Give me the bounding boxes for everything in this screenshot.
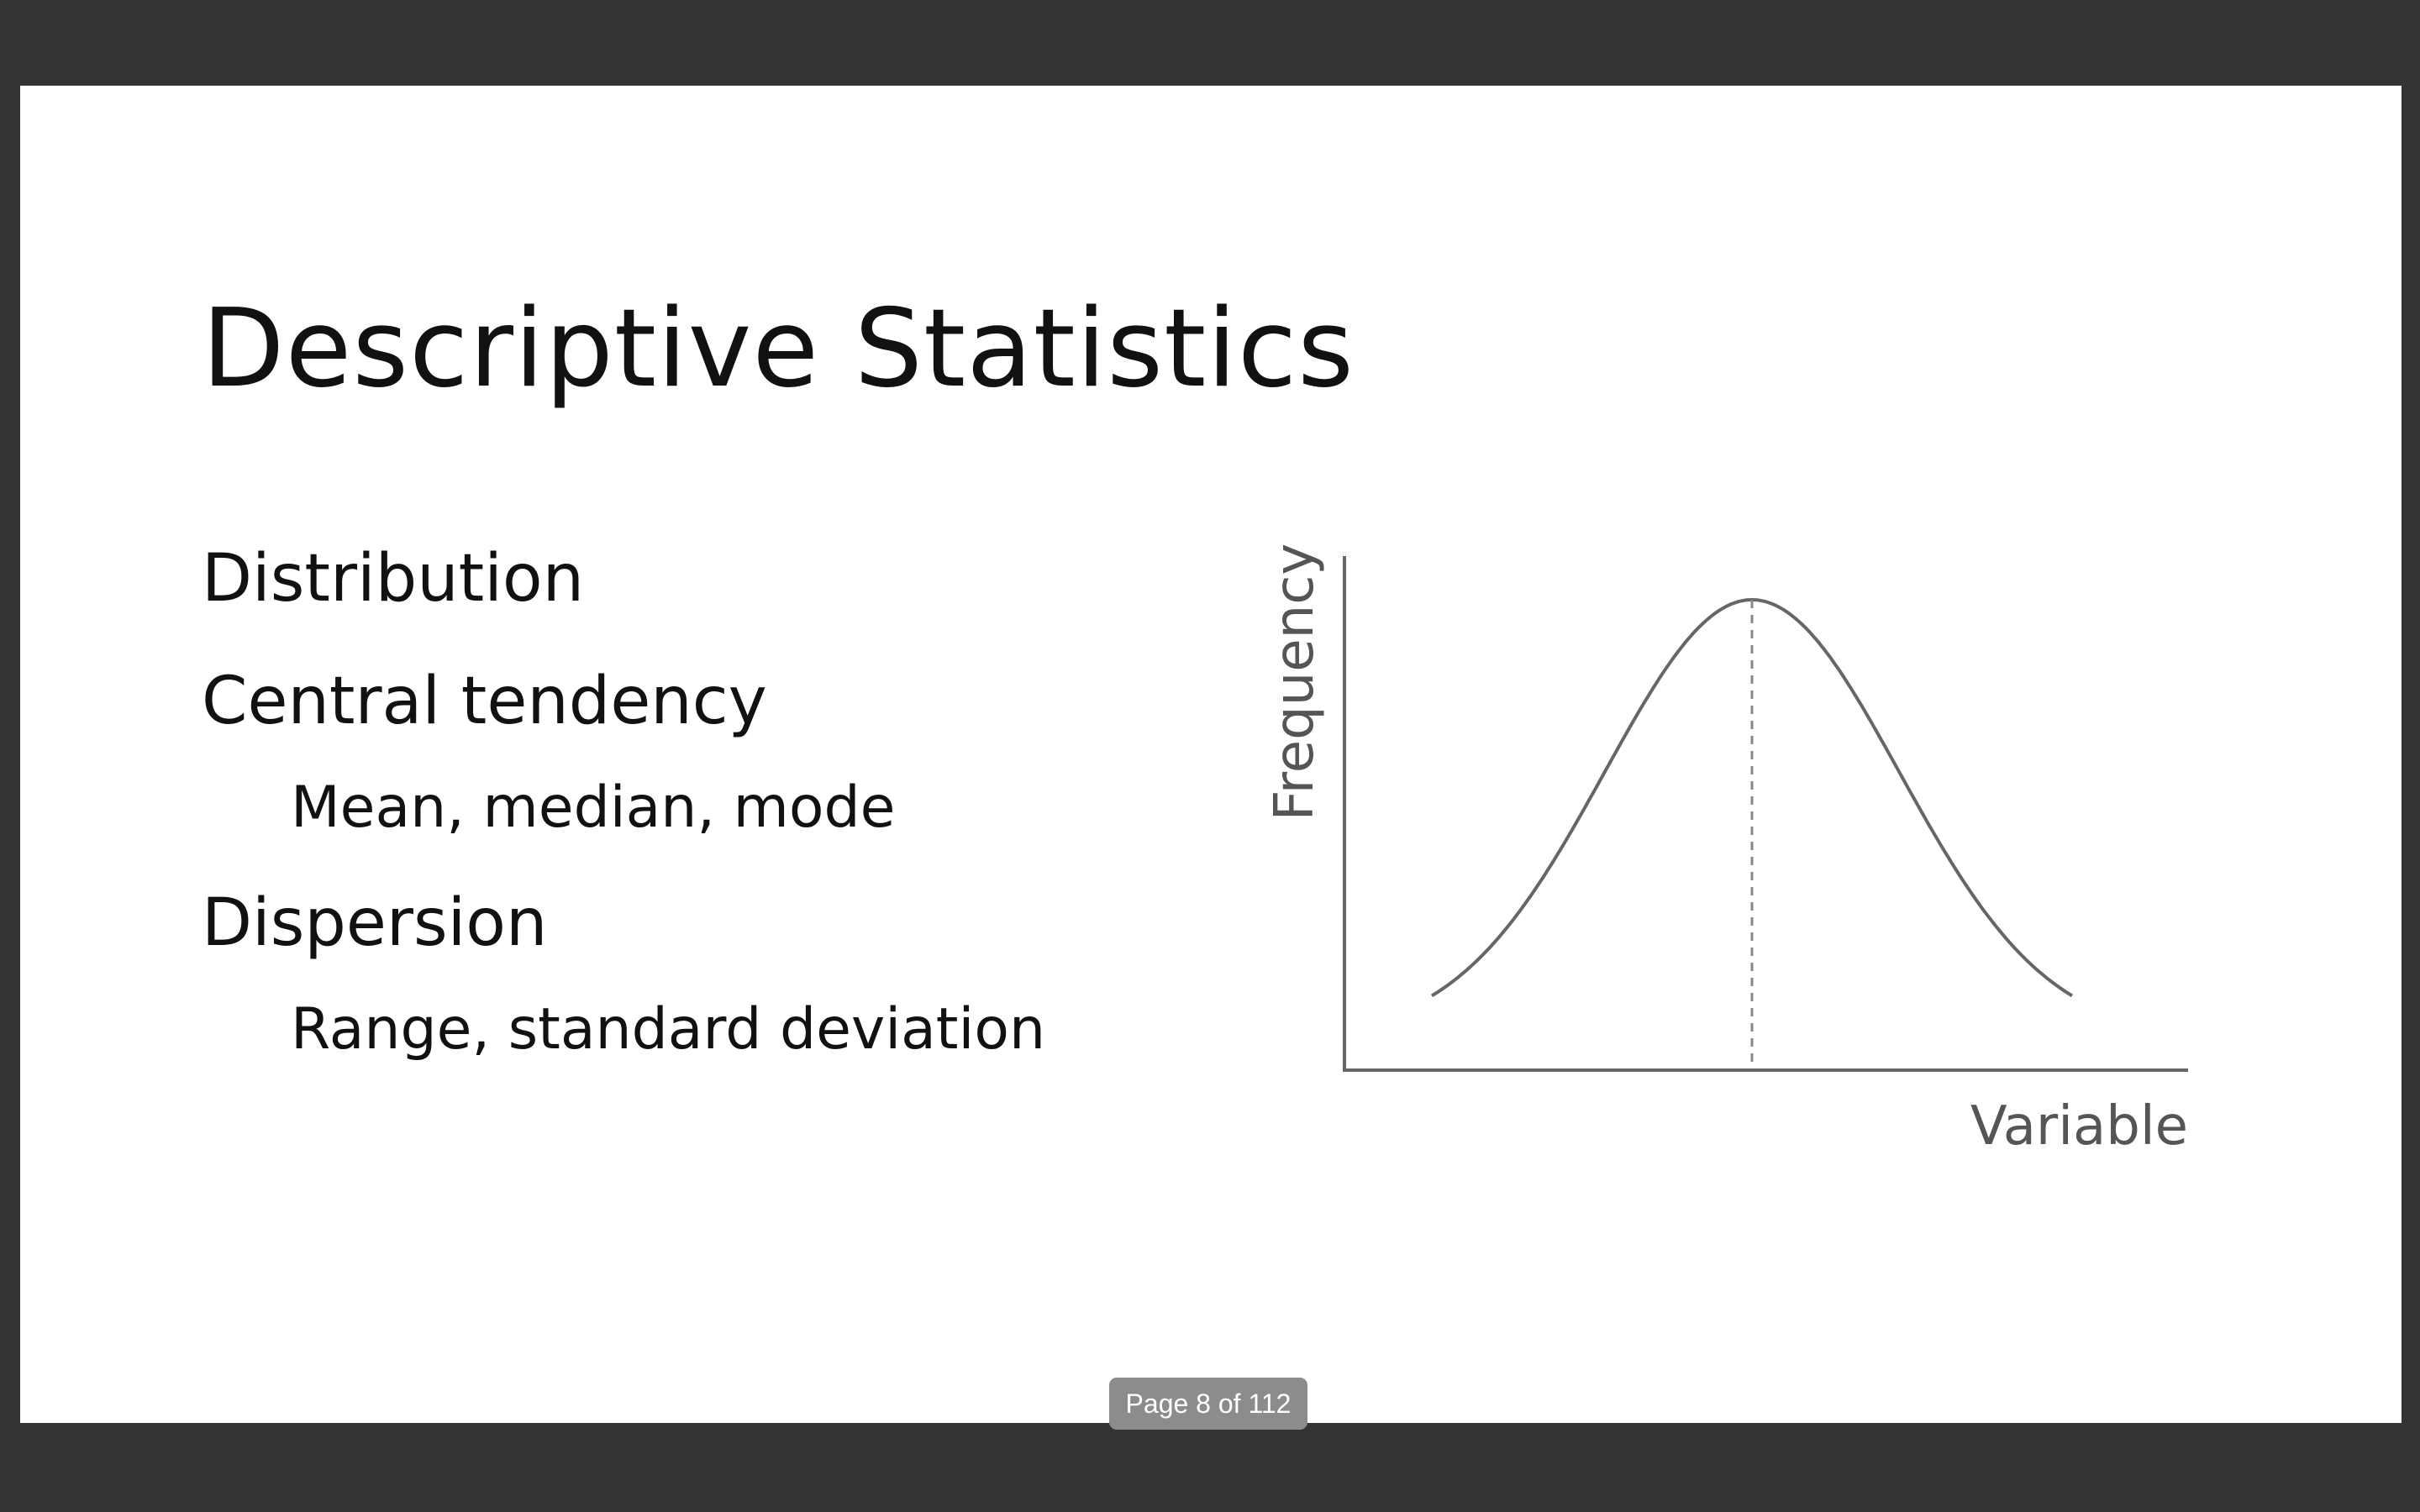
bullet-dispersion: Dispersion	[202, 885, 548, 961]
page-indicator: Page 8 of 112	[1109, 1378, 1307, 1430]
sub-bullet-range-standard-deviation: Range, standard deviation	[291, 996, 1046, 1063]
bullet-distribution: Distribution	[202, 541, 585, 617]
slide: Descriptive Statistics Distribution Cent…	[20, 86, 2402, 1423]
x-axis-label: Variable	[1970, 1095, 2188, 1158]
sub-bullet-mean-median-mode: Mean, median, mode	[291, 774, 896, 841]
distribution-chart: Frequency Variable	[1264, 543, 2188, 1158]
slide-title: Descriptive Statistics	[202, 286, 1355, 412]
bullet-central-tendency: Central tendency	[202, 664, 767, 739]
y-axis-label: Frequency	[1264, 543, 1326, 822]
